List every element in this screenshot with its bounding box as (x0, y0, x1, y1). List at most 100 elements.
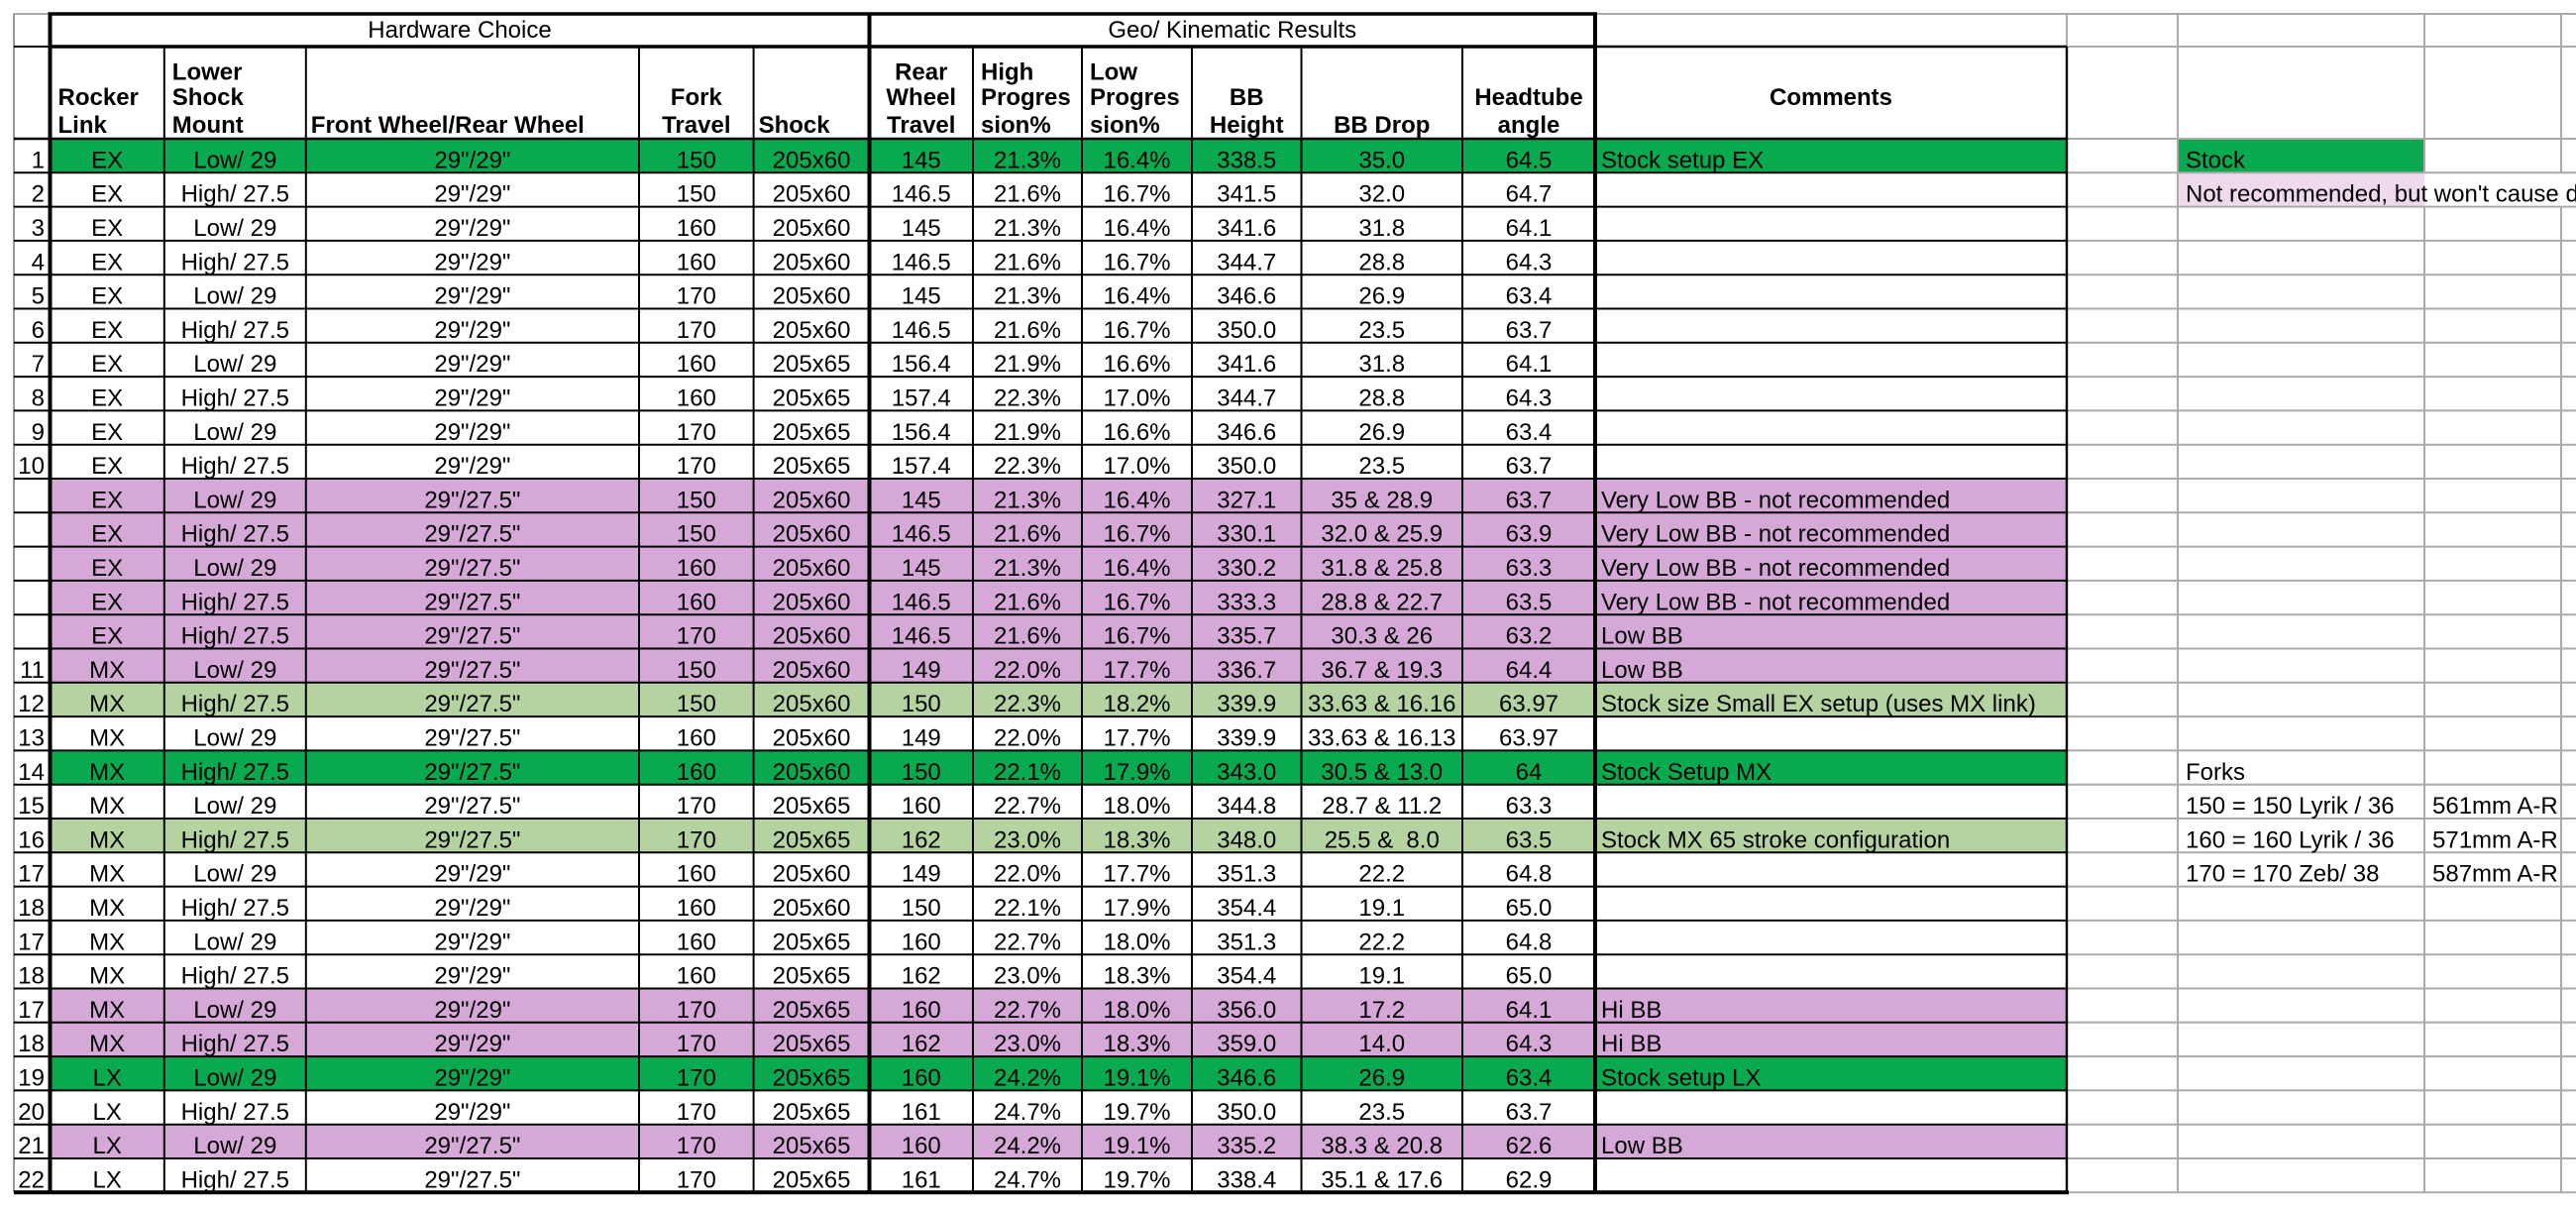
svg-text:29"/27.5": 29"/27.5" (424, 691, 520, 717)
svg-text:4: 4 (32, 249, 45, 275)
svg-text:170: 170 (677, 793, 716, 820)
svg-text:24.7%: 24.7% (994, 1166, 1061, 1193)
svg-text:19.1: 19.1 (1358, 963, 1405, 990)
svg-text:64: 64 (1516, 759, 1543, 786)
svg-text:18.2%: 18.2% (1103, 691, 1170, 717)
svg-text:162: 162 (902, 963, 941, 990)
svg-text:sion%: sion% (981, 112, 1051, 139)
svg-text:17: 17 (18, 997, 45, 1024)
svg-text:EX: EX (91, 283, 123, 310)
svg-text:High/ 27.5: High/ 27.5 (181, 589, 289, 615)
svg-text:205x60: 205x60 (773, 147, 851, 173)
svg-text:170: 170 (677, 453, 716, 480)
svg-text:205x60: 205x60 (773, 759, 851, 786)
svg-text:16.4%: 16.4% (1103, 215, 1170, 242)
svg-text:29"/27.5": 29"/27.5" (424, 826, 520, 853)
svg-text:Stock setup EX: Stock setup EX (1601, 147, 1764, 173)
svg-text:146.5: 146.5 (892, 181, 951, 208)
svg-text:205x65: 205x65 (773, 963, 851, 990)
svg-text:205x65: 205x65 (773, 1166, 851, 1193)
svg-text:205x60: 205x60 (773, 487, 851, 513)
svg-text:High/ 27.5: High/ 27.5 (181, 521, 289, 548)
svg-text:16.7%: 16.7% (1103, 249, 1170, 275)
svg-text:21.3%: 21.3% (994, 215, 1061, 242)
svg-text:21.9%: 21.9% (994, 419, 1061, 446)
svg-text:350.0: 350.0 (1217, 1099, 1276, 1126)
svg-text:18.0%: 18.0% (1103, 997, 1170, 1024)
svg-text:Low/ 29: Low/ 29 (193, 861, 276, 888)
svg-text:Low/ 29: Low/ 29 (193, 555, 276, 582)
svg-text:65.0: 65.0 (1506, 963, 1553, 990)
svg-text:17.7%: 17.7% (1103, 657, 1170, 684)
svg-text:150: 150 (902, 759, 941, 786)
svg-text:63.3: 63.3 (1506, 793, 1553, 820)
svg-text:Very Low BB - not recommended: Very Low BB - not recommended (1601, 589, 1950, 615)
svg-text:64.5: 64.5 (1506, 147, 1553, 173)
svg-text:150 = 150 Lyrik / 36: 150 = 150 Lyrik / 36 (2186, 793, 2395, 820)
svg-text:22.0%: 22.0% (994, 725, 1061, 752)
svg-text:64.3: 64.3 (1506, 385, 1553, 412)
svg-text:High/ 27.5: High/ 27.5 (181, 453, 289, 480)
svg-text:17.0%: 17.0% (1103, 453, 1170, 480)
svg-text:63.4: 63.4 (1506, 1065, 1553, 1092)
svg-text:29"/29": 29"/29" (434, 283, 510, 310)
svg-text:330.1: 330.1 (1217, 521, 1276, 548)
svg-text:22.7%: 22.7% (994, 793, 1061, 820)
svg-text:160: 160 (677, 249, 716, 275)
svg-text:23.0%: 23.0% (994, 1031, 1061, 1057)
svg-text:LX: LX (92, 1166, 121, 1193)
svg-text:22.7%: 22.7% (994, 997, 1061, 1024)
svg-text:MX: MX (89, 929, 125, 955)
svg-text:205x60: 205x60 (773, 589, 851, 615)
svg-text:64.3: 64.3 (1506, 249, 1553, 275)
svg-text:29"/29": 29"/29" (434, 929, 510, 955)
svg-text:16: 16 (18, 826, 45, 853)
svg-text:346.6: 346.6 (1217, 1065, 1276, 1092)
svg-text:33.63 & 16.16: 33.63 & 16.16 (1308, 691, 1455, 717)
svg-text:12: 12 (18, 691, 45, 717)
svg-text:High/ 27.5: High/ 27.5 (181, 1031, 289, 1057)
svg-text:Travel: Travel (662, 112, 730, 139)
svg-text:16.7%: 16.7% (1103, 181, 1170, 208)
svg-text:346.6: 346.6 (1217, 419, 1276, 446)
svg-text:29"/29": 29"/29" (434, 895, 510, 922)
svg-text:3: 3 (32, 215, 45, 242)
svg-text:170: 170 (677, 826, 716, 853)
svg-text:Low/ 29: Low/ 29 (193, 419, 276, 446)
svg-text:Low: Low (1090, 59, 1137, 86)
svg-text:62.9: 62.9 (1506, 1166, 1553, 1193)
svg-text:29"/29": 29"/29" (434, 249, 510, 275)
svg-text:16.4%: 16.4% (1103, 555, 1170, 582)
svg-text:29"/29": 29"/29" (434, 1031, 510, 1057)
svg-text:Low/ 29: Low/ 29 (193, 725, 276, 752)
svg-text:205x65: 205x65 (773, 997, 851, 1024)
svg-text:Stock setup LX: Stock setup LX (1601, 1065, 1761, 1092)
svg-text:11: 11 (20, 657, 45, 684)
svg-text:160: 160 (902, 1065, 941, 1092)
svg-text:LX: LX (92, 1065, 121, 1092)
svg-text:64.1: 64.1 (1506, 351, 1553, 378)
svg-text:Low BB: Low BB (1601, 1133, 1683, 1159)
svg-text:160: 160 (902, 997, 941, 1024)
svg-text:25.5 & 8.0: 25.5 & 8.0 (1325, 826, 1440, 853)
svg-text:64.1: 64.1 (1506, 215, 1553, 242)
svg-text:28.8: 28.8 (1358, 385, 1405, 412)
svg-text:160: 160 (677, 725, 716, 752)
svg-text:18: 18 (18, 1031, 45, 1057)
svg-text:205x65: 205x65 (773, 1065, 851, 1092)
svg-text:63.2: 63.2 (1506, 623, 1553, 650)
svg-text:18.0%: 18.0% (1103, 793, 1170, 820)
svg-text:MX: MX (89, 725, 125, 752)
svg-text:MX: MX (89, 895, 125, 922)
svg-text:65.0: 65.0 (1506, 895, 1553, 922)
svg-text:160: 160 (677, 895, 716, 922)
svg-text:18: 18 (18, 963, 45, 990)
svg-text:22.7%: 22.7% (994, 929, 1061, 955)
svg-text:BB Drop: BB Drop (1334, 112, 1430, 139)
svg-text:31.8: 31.8 (1358, 351, 1405, 378)
svg-text:338.4: 338.4 (1217, 1166, 1276, 1193)
svg-text:29"/29": 29"/29" (434, 997, 510, 1024)
svg-text:145: 145 (902, 487, 941, 513)
svg-text:High/ 27.5: High/ 27.5 (181, 385, 289, 412)
svg-text:351.3: 351.3 (1217, 861, 1276, 888)
